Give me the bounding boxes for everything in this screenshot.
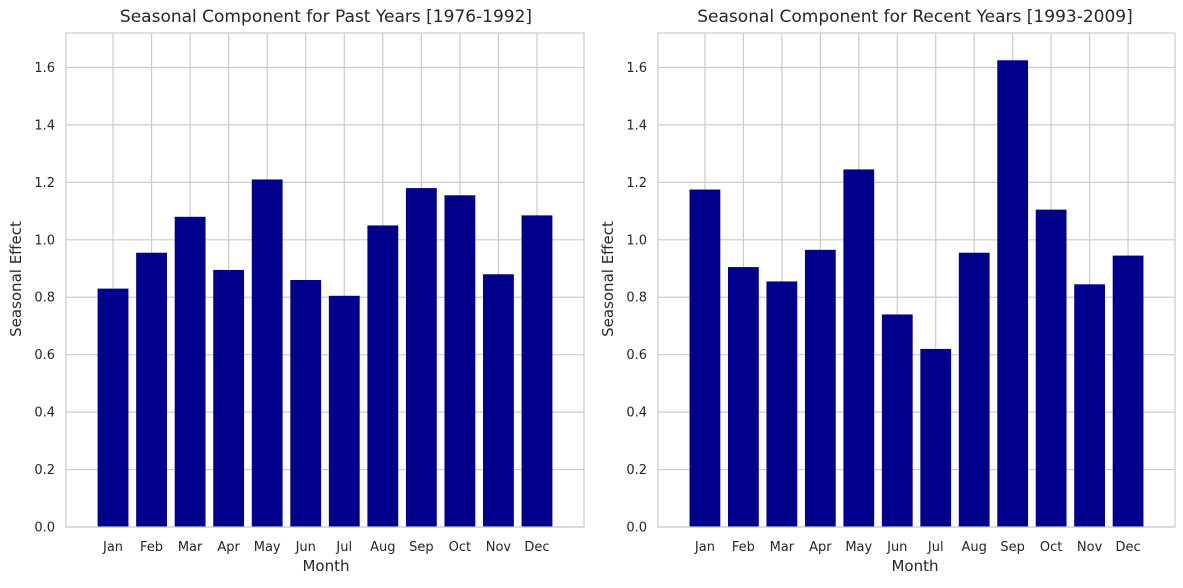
x-tick-label: Mar bbox=[770, 540, 795, 555]
bar-nov bbox=[483, 274, 514, 527]
y-tick-label: 0.0 bbox=[34, 521, 55, 536]
x-axis-label: Month bbox=[302, 557, 349, 575]
chart-title: Seasonal Component for Past Years [1976-… bbox=[120, 7, 532, 27]
bar-sep bbox=[405, 188, 437, 527]
y-tick-label: 0.6 bbox=[34, 348, 55, 363]
plot-frame bbox=[657, 32, 1176, 528]
chart-past-years: 0.0 0.2 0.4 0.6 0.8 1.0 1.2 1.4 1.6 Jan Feb Mar Apr M… bbox=[7, 7, 585, 575]
x-tick-label: Dec bbox=[1115, 540, 1140, 555]
chart-title: Seasonal Component for Recent Years [199… bbox=[697, 7, 1132, 27]
bar-feb bbox=[728, 267, 759, 527]
y-tick-label: 1.2 bbox=[626, 176, 647, 191]
y-tick-label: 0.2 bbox=[626, 463, 647, 478]
x-tick-label: Oct bbox=[449, 540, 471, 555]
y-axis-label: Seasonal Effect bbox=[599, 221, 617, 337]
bar-jun bbox=[881, 314, 913, 527]
x-axis-label: Month bbox=[891, 557, 938, 575]
x-tick-label: Jul bbox=[927, 540, 944, 555]
x-tick-label: Aug bbox=[370, 540, 395, 555]
y-tick-label: 0.4 bbox=[34, 406, 55, 421]
y-tick-label: 0.2 bbox=[34, 463, 55, 478]
bar-dec bbox=[1112, 255, 1144, 527]
bar-jul bbox=[328, 295, 360, 527]
x-tick-label: Nov bbox=[486, 540, 512, 555]
bar-mar bbox=[174, 216, 206, 527]
bar-apr bbox=[804, 249, 836, 527]
bar-apr bbox=[213, 269, 245, 527]
y-tick-label: 1.4 bbox=[626, 118, 647, 133]
bar-may bbox=[251, 179, 283, 527]
bar-aug bbox=[367, 225, 399, 527]
bar-may bbox=[843, 169, 875, 527]
x-tick-label: Apr bbox=[809, 540, 832, 555]
x-tick-label: Jul bbox=[335, 540, 352, 555]
y-tick-label: 1.0 bbox=[34, 233, 55, 248]
y-axis-label: Seasonal Effect bbox=[7, 221, 25, 337]
y-tick-label: 1.6 bbox=[626, 61, 647, 76]
bar-feb bbox=[136, 252, 167, 527]
y-tick-label: 1.2 bbox=[34, 176, 55, 191]
y-tick-label: 0.8 bbox=[34, 291, 55, 306]
x-tick-label: Sep bbox=[409, 540, 434, 555]
x-tick-label: Mar bbox=[178, 540, 203, 555]
y-tick-label: 0.0 bbox=[626, 521, 647, 536]
x-tick-label: Oct bbox=[1040, 540, 1062, 555]
bar-nov bbox=[1074, 284, 1105, 527]
bar-jan bbox=[689, 189, 721, 528]
bar-jul bbox=[920, 348, 952, 527]
x-tick-label: Feb bbox=[140, 540, 163, 555]
y-tick-label: 1.0 bbox=[626, 233, 647, 248]
x-tick-label: Aug bbox=[962, 540, 987, 555]
x-tick-label: May bbox=[845, 540, 872, 555]
x-tick-label: Feb bbox=[732, 540, 755, 555]
x-tick-label: Dec bbox=[524, 540, 549, 555]
x-tick-label: Nov bbox=[1077, 540, 1103, 555]
x-tick-label: Jan bbox=[102, 540, 123, 555]
y-tick-label: 1.4 bbox=[34, 118, 55, 133]
bar-mar bbox=[766, 281, 798, 527]
chart-recent-years: 0.0 0.2 0.4 0.6 0.8 1.0 1.2 1.4 1.6 Jan Feb Mar Apr M… bbox=[599, 7, 1176, 575]
x-tick-label: Apr bbox=[217, 540, 240, 555]
bar-jun bbox=[290, 280, 322, 527]
bar-sep bbox=[997, 60, 1029, 528]
x-tick-label: May bbox=[254, 540, 281, 555]
bar-aug bbox=[958, 252, 990, 527]
y-tick-label: 0.8 bbox=[626, 291, 647, 306]
x-tick-label: Jun bbox=[295, 540, 316, 555]
bar-jan bbox=[97, 288, 129, 527]
bar-dec bbox=[521, 215, 553, 527]
x-tick-label: Jan bbox=[694, 540, 715, 555]
x-tick-label: Jun bbox=[886, 540, 907, 555]
y-tick-label: 0.6 bbox=[626, 348, 647, 363]
y-tick-label: 0.4 bbox=[626, 406, 647, 421]
bar-oct bbox=[1035, 209, 1067, 527]
plot-frame bbox=[65, 32, 585, 528]
y-tick-label: 1.6 bbox=[34, 61, 55, 76]
x-tick-label: Sep bbox=[1000, 540, 1025, 555]
bar-oct bbox=[444, 195, 476, 527]
